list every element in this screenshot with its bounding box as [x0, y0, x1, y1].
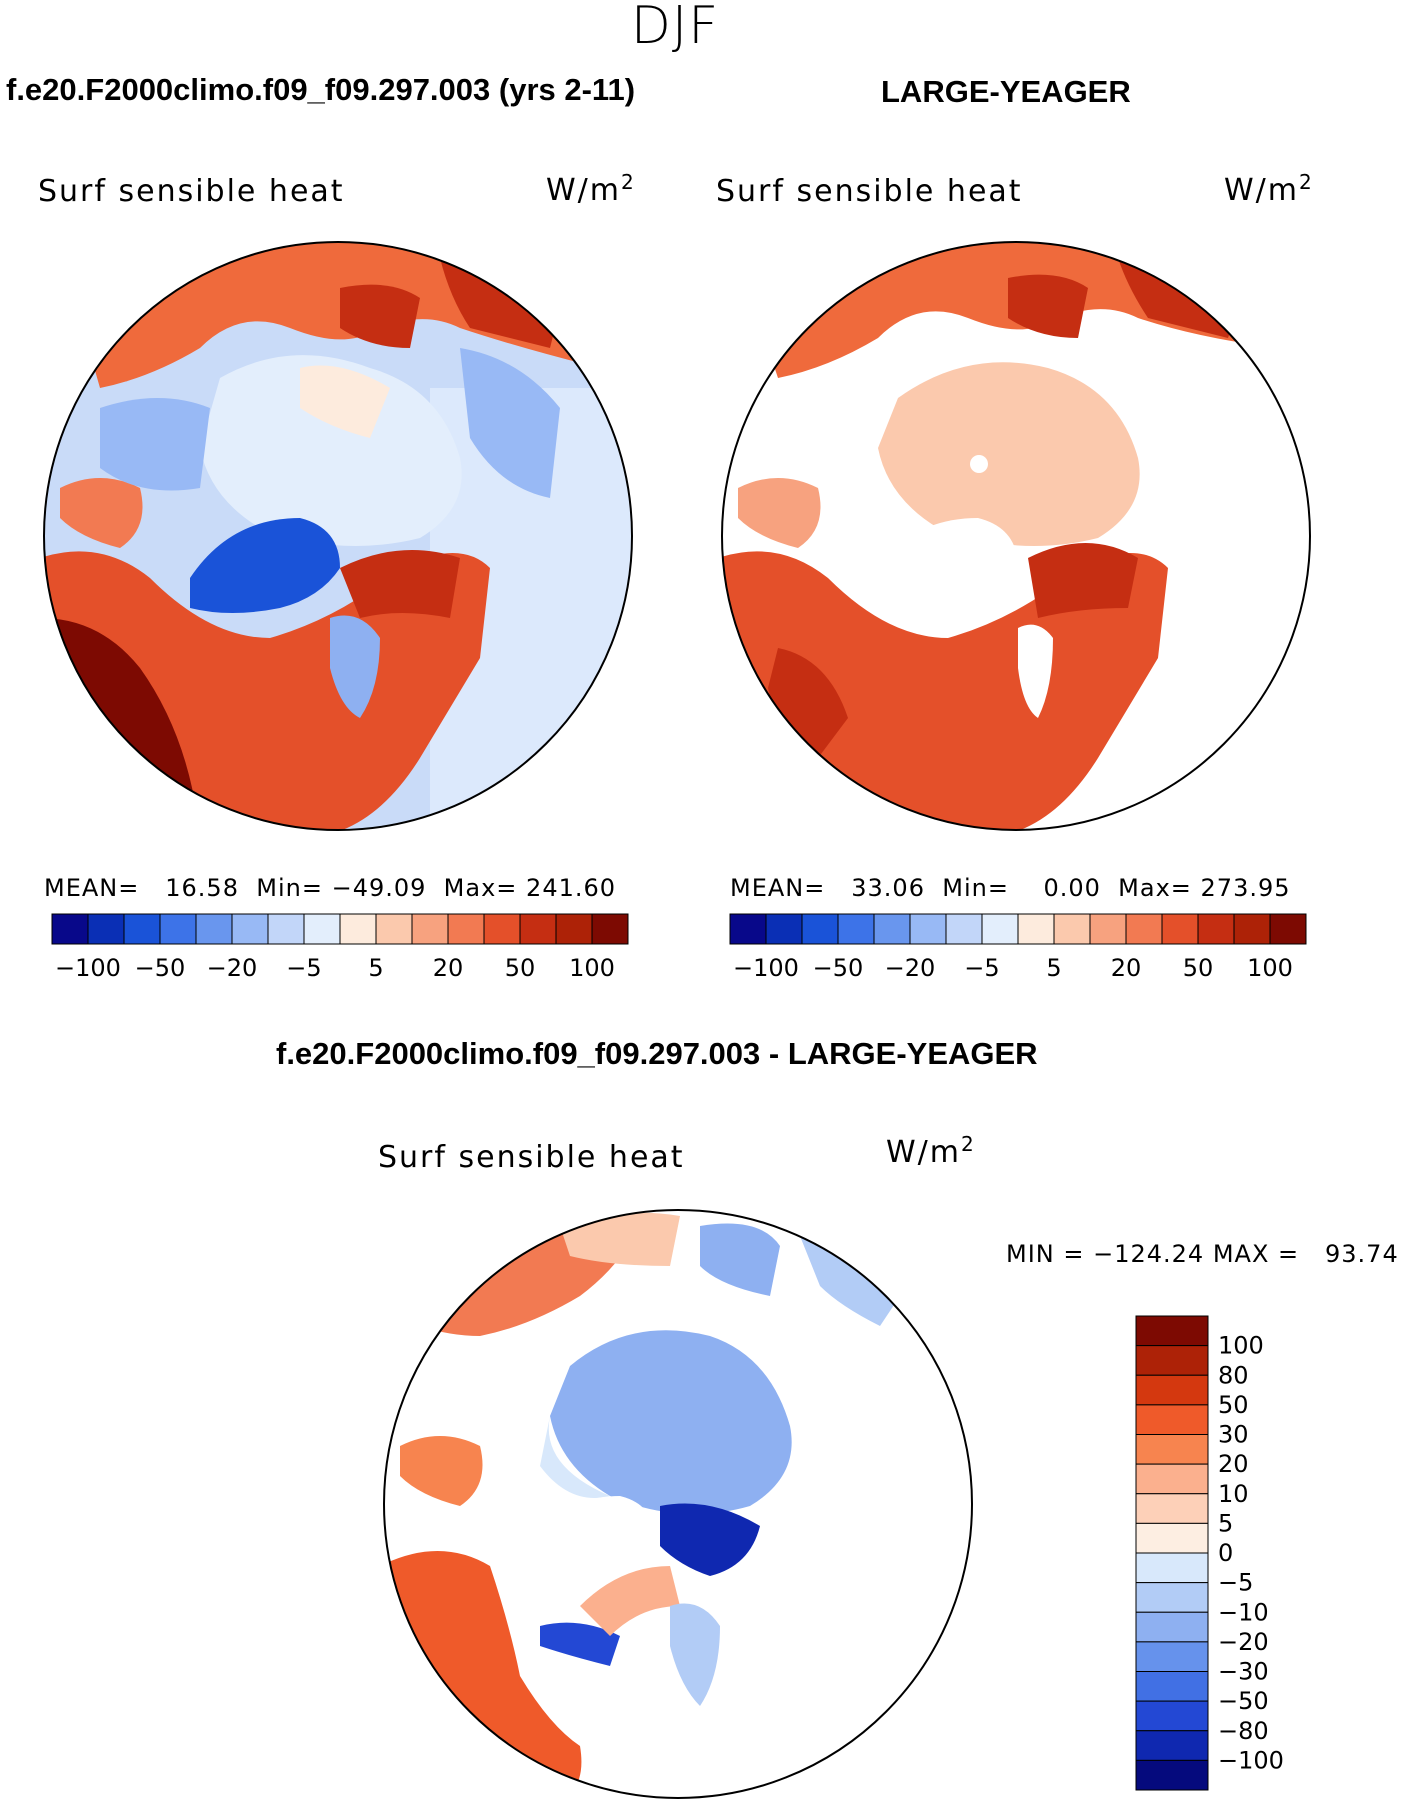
- colorbar-swatch: [1135, 1759, 1209, 1791]
- colorbar-tick-label: 100: [1247, 954, 1293, 982]
- colorbar-tick-label: −20: [207, 954, 258, 982]
- colorbar-swatch: [51, 913, 89, 945]
- colorbar-swatch: [1233, 913, 1271, 945]
- map-diff-polar-projection: [383, 1209, 973, 1799]
- colorbar-swatch: [87, 913, 125, 945]
- diff-case-title: f.e20.F2000climo.f09_f09.297.003 - LARGE…: [276, 1036, 1038, 1071]
- colorbar-tick-label: 5: [368, 954, 383, 982]
- colorbar-swatch: [1135, 1463, 1209, 1495]
- colorbar-tick-label: −50: [1218, 1687, 1269, 1715]
- colorbar-tick-label: 100: [569, 954, 615, 982]
- panel-left-stats: MEAN= 16.58 Min= −49.09 Max= 241.60: [44, 874, 617, 902]
- colorbar-swatch: [1135, 1345, 1209, 1376]
- colorbar-swatch: [195, 913, 233, 945]
- diff-units: W/m2: [886, 1132, 976, 1170]
- colorbar-swatch: [1135, 1671, 1209, 1702]
- colorbar-right: −100 −50 −20 −5 5 20 50 100: [729, 913, 1307, 982]
- colorbar-swatch: [1135, 1641, 1209, 1672]
- colorbar-swatch: [1135, 1493, 1209, 1524]
- colorbar-swatch: [123, 913, 161, 945]
- colorbar-swatch: [1135, 1434, 1209, 1465]
- colorbar-tick-label: 20: [1111, 954, 1142, 982]
- panel-right-stats: MEAN= 33.06 Min= 0.00 Max= 273.95: [730, 874, 1291, 902]
- colorbar-tick-label: 30: [1218, 1421, 1249, 1449]
- colorbar-tick-label: −10: [1218, 1598, 1269, 1626]
- colorbar-tick-label: 5: [1218, 1509, 1233, 1537]
- colorbar-swatch: [873, 913, 911, 945]
- colorbar-tick-label: 100: [1218, 1332, 1264, 1360]
- panel-left-variable-label: Surf sensible heat: [38, 174, 345, 209]
- colorbar-swatch: [519, 913, 557, 945]
- colorbar-swatch: [267, 913, 305, 945]
- colorbar-tick-label: −5: [286, 954, 321, 982]
- colorbar-tick-label: 20: [1218, 1450, 1249, 1478]
- colorbar-left: −100 −50 −20 −5 5 20 50 100: [51, 913, 629, 982]
- case-title-left: f.e20.F2000climo.f09_f09.297.003 (yrs 2-…: [6, 72, 636, 107]
- colorbar-swatch: [1135, 1374, 1209, 1406]
- colorbar-tick-label: −100: [55, 954, 121, 982]
- colorbar-tick-label: 80: [1218, 1361, 1249, 1389]
- colorbar-swatch: [1089, 913, 1127, 945]
- colorbar-swatch: [1053, 913, 1091, 945]
- colorbar-tick-label: 5: [1046, 954, 1061, 982]
- panel-left-units: W/m2: [546, 170, 636, 208]
- colorbar-swatch: [1135, 1404, 1209, 1435]
- colorbar-swatch: [1269, 913, 1307, 945]
- colorbar-swatch: [801, 913, 839, 945]
- colorbar-tick-label: 10: [1218, 1480, 1249, 1508]
- season-title: DJF: [630, 0, 720, 56]
- colorbar-tick-label: 50: [1183, 954, 1214, 982]
- colorbar-tick-label: −20: [1218, 1628, 1269, 1656]
- colorbar-swatch: [837, 913, 875, 945]
- colorbar-tick-label: 50: [1218, 1391, 1249, 1419]
- diff-variable-label: Surf sensible heat: [378, 1140, 685, 1175]
- colorbar-swatch: [1135, 1522, 1209, 1554]
- colorbar-swatch: [303, 913, 341, 945]
- colorbar-swatch: [981, 913, 1019, 945]
- colorbar-swatch: [1135, 1552, 1209, 1584]
- colorbar-swatch: [729, 913, 767, 945]
- panel-right-units: W/m2: [1224, 170, 1314, 208]
- colorbar-swatch: [1161, 913, 1199, 945]
- colorbar-swatch: [1197, 913, 1235, 945]
- colorbar-swatch: [945, 913, 983, 945]
- colorbar-swatch: [447, 913, 485, 945]
- panel-right-variable-label: Surf sensible heat: [716, 174, 1023, 209]
- colorbar-tick-label: −5: [964, 954, 999, 982]
- colorbar-swatch: [1135, 1730, 1209, 1761]
- colorbar-swatch: [765, 913, 803, 945]
- colorbar-swatch: [909, 913, 947, 945]
- colorbar-tick-label: −100: [1218, 1746, 1284, 1774]
- colorbar-swatch: [375, 913, 413, 945]
- colorbar-swatch: [555, 913, 593, 945]
- colorbar-swatch: [411, 913, 449, 945]
- colorbar-tick-label: −80: [1218, 1717, 1269, 1745]
- diff-stats: MIN = −124.24 MAX = 93.74: [1006, 1240, 1399, 1268]
- colorbar-tick-label: −50: [135, 954, 186, 982]
- colorbar-swatch: [483, 913, 521, 945]
- map-right-polar-projection: [721, 241, 1311, 831]
- colorbar-tick-label: −5: [1218, 1569, 1253, 1597]
- colorbar-tick-label: −50: [813, 954, 864, 982]
- colorbar-swatch: [159, 913, 197, 945]
- colorbar-swatch: [1135, 1582, 1209, 1613]
- colorbar-swatch: [1017, 913, 1055, 945]
- colorbar-swatch: [231, 913, 269, 945]
- colorbar-tick-label: 0: [1218, 1539, 1233, 1567]
- colorbar-swatch: [1135, 1315, 1209, 1347]
- case-title-right: LARGE-YEAGER: [881, 74, 1131, 109]
- colorbar-tick-label: 20: [433, 954, 464, 982]
- map-left-polar-projection: [43, 241, 633, 831]
- colorbar-tick-label: −30: [1218, 1658, 1269, 1686]
- colorbar-swatch: [1135, 1700, 1209, 1732]
- colorbar-swatch: [591, 913, 629, 945]
- colorbar-tick-label: −20: [885, 954, 936, 982]
- colorbar-tick-label: −100: [733, 954, 799, 982]
- colorbar-tick-label: 50: [505, 954, 536, 982]
- colorbar-swatch: [1125, 913, 1163, 945]
- colorbar-swatch: [1135, 1611, 1209, 1643]
- colorbar-swatch: [339, 913, 377, 945]
